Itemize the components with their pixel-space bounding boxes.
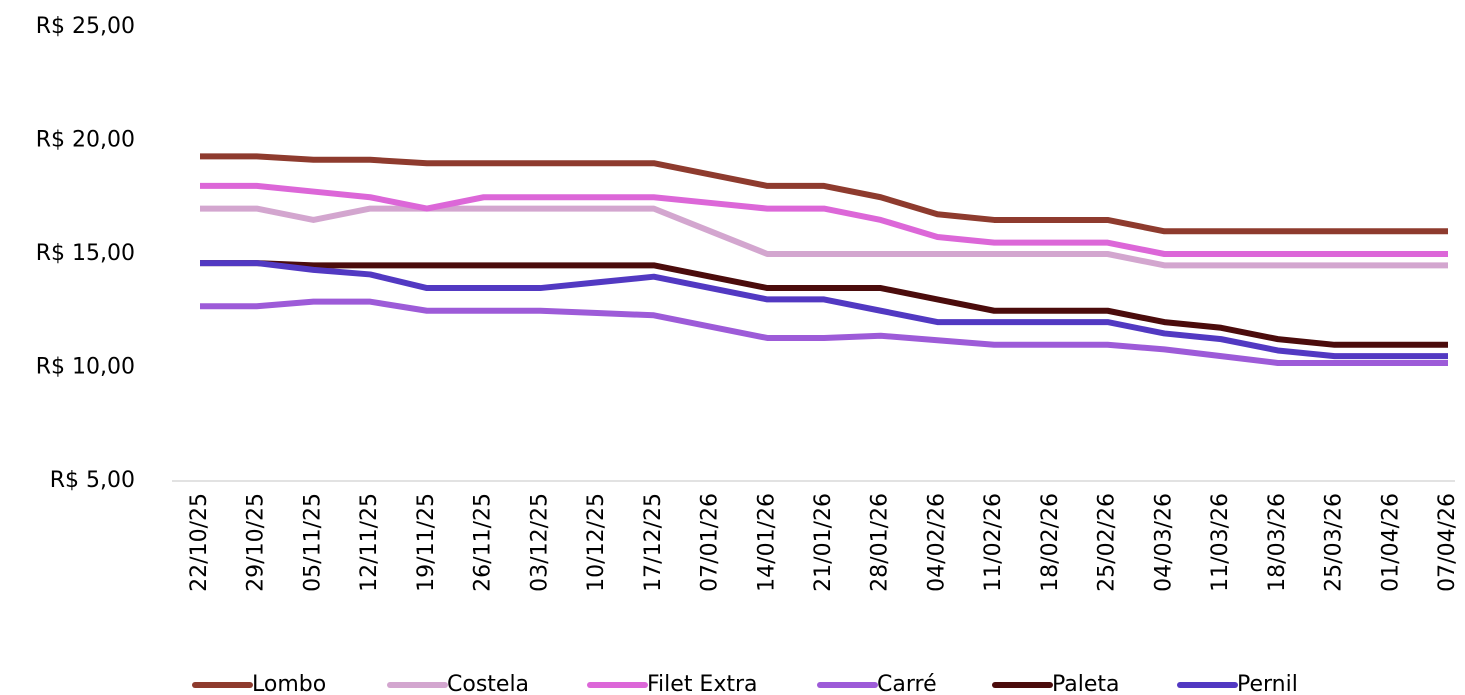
x-tick-label: 25/03/26 [1322, 493, 1347, 592]
legend-label: Costela [447, 672, 529, 695]
y-tick-label: R$ 15,00 [36, 241, 135, 266]
x-tick-label: 11/02/26 [981, 493, 1006, 592]
x-tick-label: 29/10/25 [244, 493, 269, 592]
series-line [200, 260, 1448, 348]
legend-label: Pernil [1237, 672, 1298, 695]
y-tick-label: R$ 10,00 [36, 355, 135, 380]
series-line [200, 205, 1448, 269]
x-tick-label: 19/11/25 [414, 493, 439, 592]
x-tick-label: 17/12/25 [641, 493, 666, 592]
series-line [200, 153, 1448, 235]
x-tick-label: 12/11/25 [357, 493, 382, 592]
x-tick-label: 25/02/26 [1095, 493, 1120, 592]
legend-label: Filet Extra [647, 672, 758, 695]
x-tick-label: 11/03/26 [1208, 493, 1233, 592]
x-tick-label: 21/01/26 [811, 493, 836, 592]
x-tick-label: 10/12/25 [584, 493, 609, 592]
x-tick-label: 04/03/26 [1151, 493, 1176, 592]
legend-label: Lombo [252, 672, 326, 695]
x-tick-label: 28/01/26 [868, 493, 893, 592]
y-tick-label: R$ 5,00 [50, 468, 135, 493]
x-tick-label: 03/12/25 [527, 493, 552, 592]
y-tick-label: R$ 20,00 [36, 128, 135, 153]
legend-label: Paleta [1052, 672, 1120, 695]
series-line [200, 260, 1448, 360]
x-tick-label: 07/01/26 [698, 493, 723, 592]
series-line [200, 298, 1448, 366]
x-tick-label: 18/02/26 [1038, 493, 1063, 592]
x-tick-label: 01/04/26 [1378, 493, 1403, 592]
x-tick-label: 05/11/25 [300, 493, 325, 592]
x-tick-label: 04/02/26 [924, 493, 949, 592]
legend-label: Carré [877, 672, 937, 695]
x-tick-label: 26/11/25 [471, 493, 496, 592]
x-tick-label: 22/10/25 [187, 493, 212, 592]
series-line [200, 182, 1448, 257]
x-tick-label: 18/03/26 [1265, 493, 1290, 592]
y-tick-label: R$ 25,00 [36, 14, 135, 39]
x-tick-label: 14/01/26 [754, 493, 779, 592]
x-tick-label: 07/04/26 [1435, 493, 1460, 592]
